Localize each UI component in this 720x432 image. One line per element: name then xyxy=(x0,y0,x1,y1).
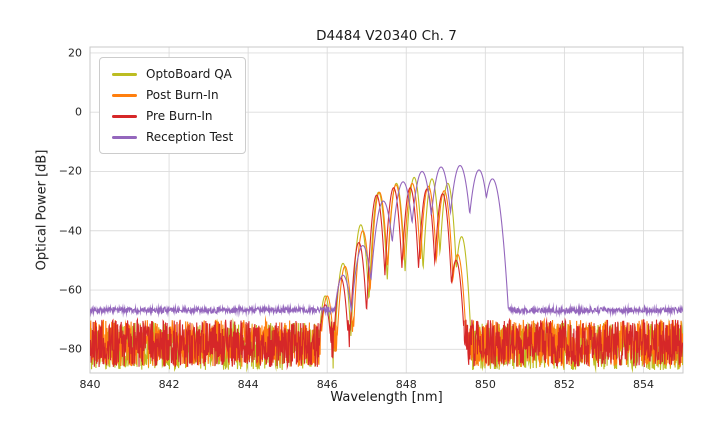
legend-swatch xyxy=(112,72,137,76)
x-axis-label: Wavelength [nm] xyxy=(330,390,443,405)
y-axis-label: Optical Power [dB] xyxy=(34,149,50,271)
legend-label: OptoBoard QA xyxy=(146,67,232,81)
legend-item: OptoBoard QA xyxy=(112,67,233,81)
legend-item: Pre Burn-In xyxy=(112,109,233,123)
chart-title: D4484 V20340 Ch. 7 xyxy=(316,28,457,44)
legend: OptoBoard QA Post Burn-In Pre Burn-In Recep… xyxy=(99,57,247,154)
legend-label: Reception Test xyxy=(146,130,234,144)
legend-label: Pre Burn-In xyxy=(146,109,213,123)
legend-swatch xyxy=(112,93,137,97)
legend-item: Post Burn-In xyxy=(112,88,233,102)
legend-label: Post Burn-In xyxy=(146,88,219,102)
legend-swatch xyxy=(112,114,137,118)
legend-item: Reception Test xyxy=(112,130,233,144)
legend-swatch xyxy=(112,135,137,139)
